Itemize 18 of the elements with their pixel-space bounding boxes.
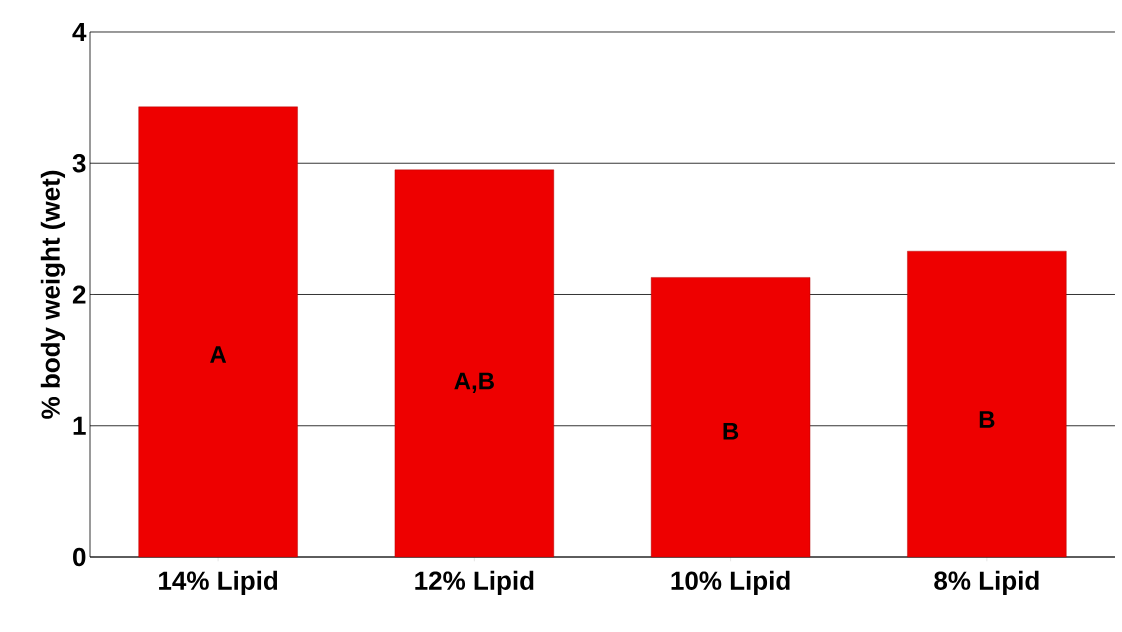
y-tick-label: 0 <box>73 547 86 567</box>
annotation: A <box>210 346 227 363</box>
y-tick-label: 1 <box>73 416 86 435</box>
annotation: A,B <box>454 372 494 393</box>
x-tick-label: 12% Lipid <box>415 570 534 596</box>
bar <box>907 250 1067 558</box>
bar <box>650 277 811 558</box>
y-tick-label: 4 <box>72 23 87 41</box>
bar <box>138 106 298 558</box>
x-tick-label: 8% Lipid <box>934 570 1039 596</box>
x-tick-label: 14% Lipid <box>159 570 278 596</box>
x-tick-label: 10% Lipid <box>671 570 790 596</box>
y-tick-label: 2 <box>72 285 86 304</box>
y-tick-label: 3 <box>72 154 86 173</box>
annotation: B <box>723 422 739 440</box>
annotation: B <box>979 411 995 428</box>
bar <box>394 169 554 558</box>
y-axis-title: % body weight (wet) <box>40 170 66 419</box>
